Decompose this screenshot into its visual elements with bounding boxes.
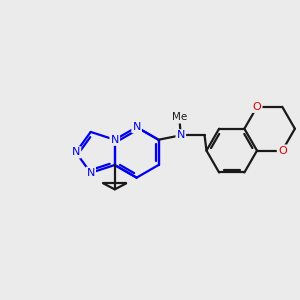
Text: O: O — [253, 102, 261, 112]
Text: N: N — [86, 168, 95, 178]
Text: N: N — [72, 147, 80, 158]
Text: N: N — [177, 130, 185, 140]
Text: N: N — [132, 122, 141, 132]
Text: Me: Me — [172, 112, 187, 122]
Text: N: N — [111, 135, 119, 145]
Text: O: O — [278, 146, 286, 156]
